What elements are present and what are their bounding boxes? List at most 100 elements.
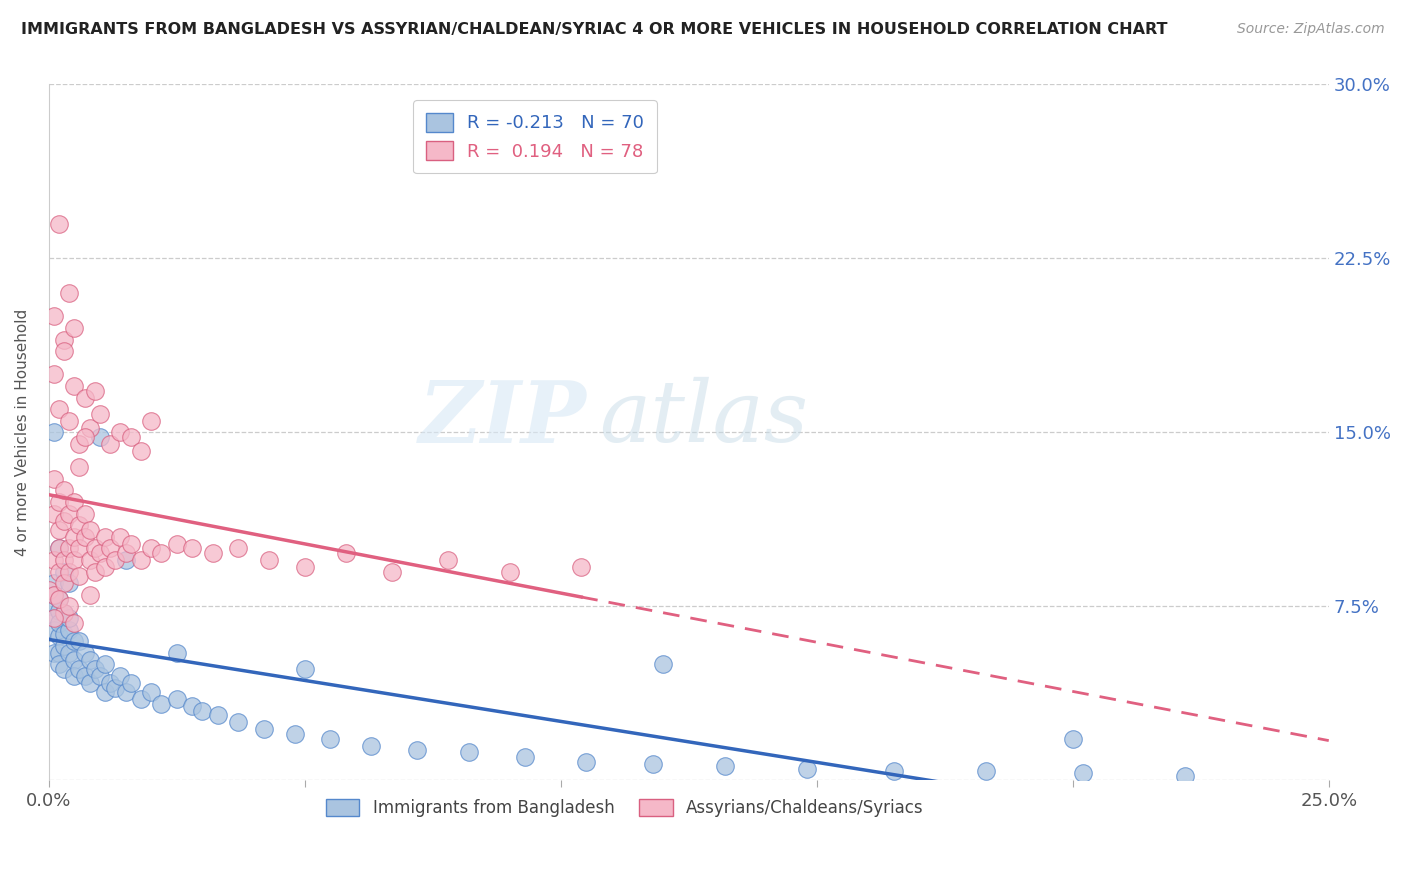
Point: [498, 565, 520, 579]
Point: [63, 379, 86, 393]
Point: [253, 723, 276, 737]
Point: [53, 483, 76, 498]
Point: [83, 384, 105, 398]
Point: [201, 546, 224, 560]
Point: [98, 437, 121, 451]
Point: [294, 560, 316, 574]
Point: [48, 523, 70, 537]
Point: [94, 530, 117, 544]
Point: [53, 607, 76, 621]
Point: [48, 604, 70, 618]
Point: [58, 599, 80, 614]
Text: atlas: atlas: [599, 377, 808, 459]
Point: [48, 646, 70, 660]
Point: [226, 541, 249, 556]
Point: [713, 759, 735, 773]
Point: [58, 286, 80, 301]
Point: [406, 743, 429, 757]
Point: [94, 657, 117, 672]
Point: [48, 565, 70, 579]
Point: [94, 560, 117, 574]
Point: [58, 414, 80, 428]
Point: [48, 541, 70, 556]
Point: [89, 669, 111, 683]
Point: [79, 653, 101, 667]
Point: [141, 541, 163, 556]
Point: [53, 565, 76, 579]
Text: Source: ZipAtlas.com: Source: ZipAtlas.com: [1237, 22, 1385, 37]
Point: [48, 402, 70, 417]
Point: [974, 764, 997, 778]
Point: [79, 588, 101, 602]
Point: [98, 676, 121, 690]
Point: [38, 583, 60, 598]
Point: [73, 430, 96, 444]
Point: [89, 407, 111, 421]
Point: [42, 310, 65, 324]
Point: [166, 537, 188, 551]
Point: [641, 757, 664, 772]
Point: [53, 607, 76, 621]
Point: [58, 565, 80, 579]
Point: [89, 546, 111, 560]
Point: [883, 764, 905, 778]
Point: [1174, 769, 1197, 783]
Point: [48, 592, 70, 607]
Point: [53, 553, 76, 567]
Point: [63, 634, 86, 648]
Point: [294, 662, 316, 676]
Point: [53, 333, 76, 347]
Point: [42, 623, 65, 637]
Point: [73, 391, 96, 405]
Point: [58, 623, 80, 637]
Point: [63, 321, 86, 335]
Point: [79, 523, 101, 537]
Point: [129, 553, 152, 567]
Point: [166, 692, 188, 706]
Point: [120, 537, 142, 551]
Point: [104, 681, 127, 695]
Text: IMMIGRANTS FROM BANGLADESH VS ASSYRIAN/CHALDEAN/SYRIAC 4 OR MORE VEHICLES IN HOU: IMMIGRANTS FROM BANGLADESH VS ASSYRIAN/C…: [21, 22, 1167, 37]
Point: [652, 657, 675, 672]
Point: [181, 541, 204, 556]
Point: [166, 646, 188, 660]
Legend: Immigrants from Bangladesh, Assyrians/Chaldeans/Syriacs: Immigrants from Bangladesh, Assyrians/Ch…: [319, 793, 931, 824]
Point: [83, 541, 105, 556]
Point: [94, 685, 117, 699]
Point: [63, 553, 86, 567]
Point: [42, 553, 65, 567]
Point: [181, 699, 204, 714]
Point: [42, 472, 65, 486]
Point: [63, 495, 86, 509]
Point: [437, 553, 460, 567]
Point: [129, 692, 152, 706]
Point: [48, 657, 70, 672]
Point: [110, 425, 132, 440]
Point: [42, 588, 65, 602]
Point: [457, 746, 479, 760]
Point: [53, 662, 76, 676]
Point: [42, 507, 65, 521]
Point: [58, 646, 80, 660]
Point: [104, 553, 127, 567]
Point: [150, 697, 173, 711]
Point: [53, 627, 76, 641]
Point: [1062, 731, 1084, 746]
Point: [226, 715, 249, 730]
Point: [48, 217, 70, 231]
Point: [58, 576, 80, 591]
Point: [48, 541, 70, 556]
Point: [58, 611, 80, 625]
Point: [63, 669, 86, 683]
Point: [575, 755, 598, 769]
Point: [48, 592, 70, 607]
Point: [569, 560, 592, 574]
Point: [69, 437, 91, 451]
Point: [73, 669, 96, 683]
Point: [69, 662, 91, 676]
Point: [110, 530, 132, 544]
Point: [42, 646, 65, 660]
Point: [73, 646, 96, 660]
Point: [796, 762, 818, 776]
Point: [42, 611, 65, 625]
